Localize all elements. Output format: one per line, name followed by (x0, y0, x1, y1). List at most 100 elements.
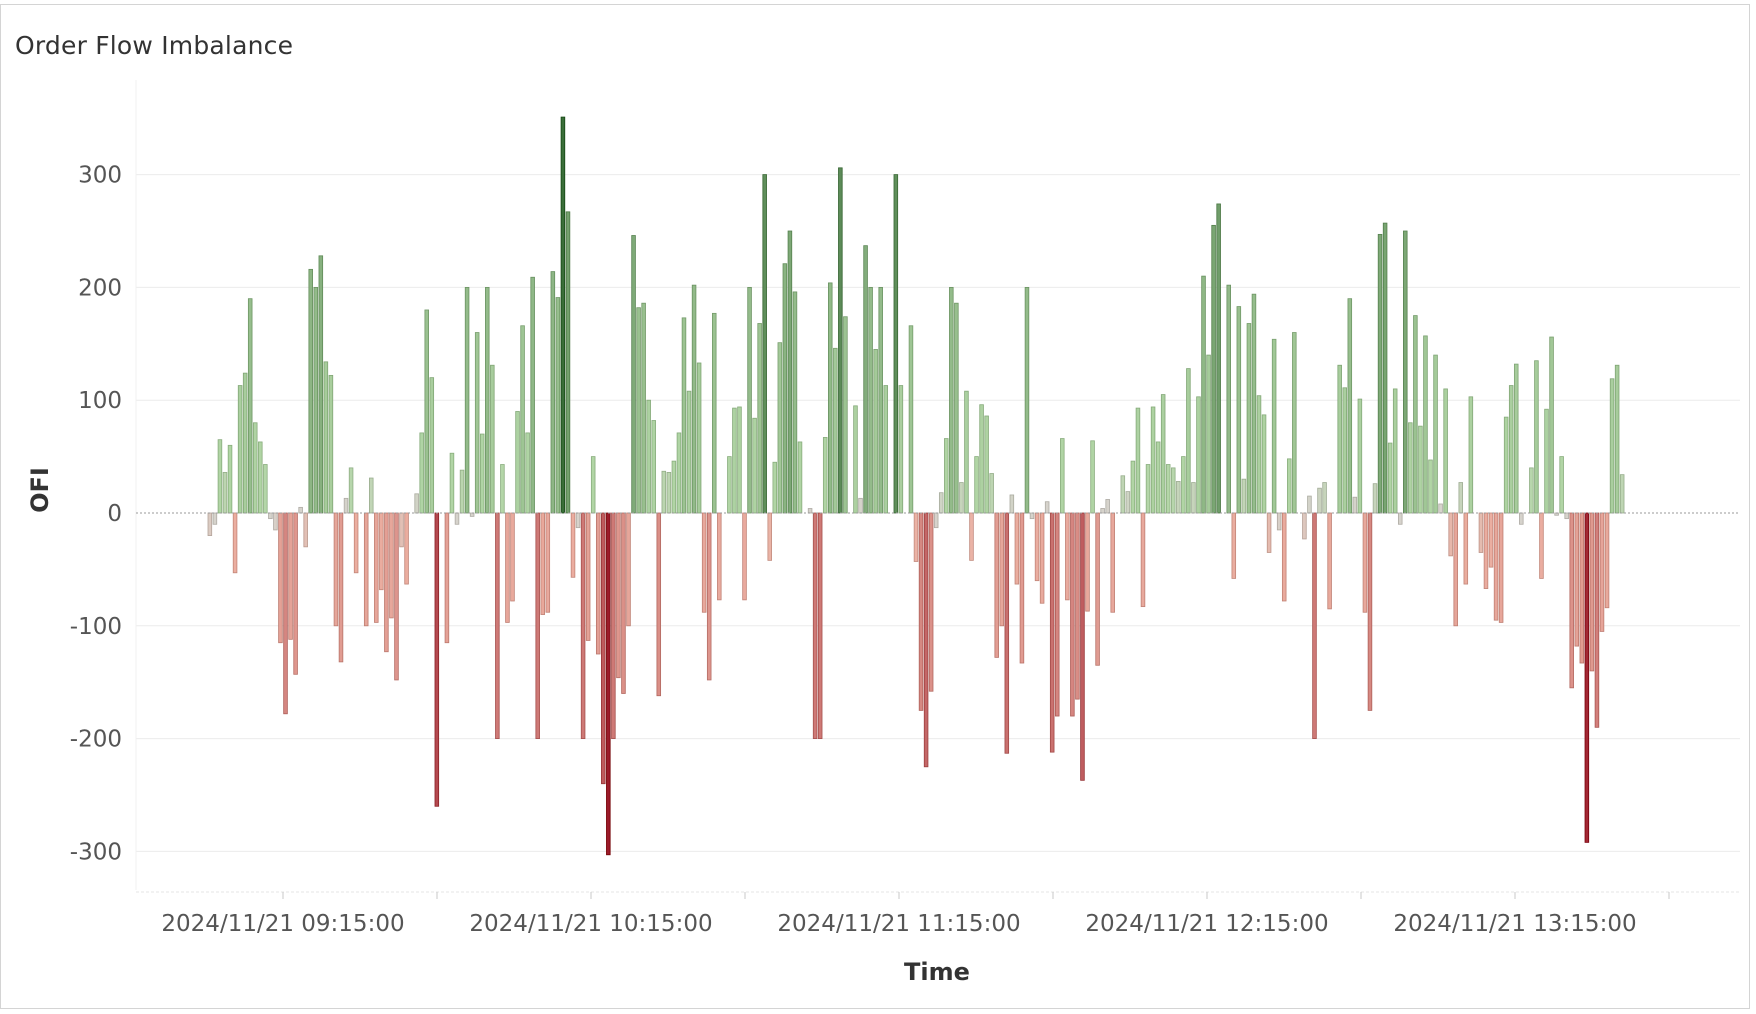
bar (374, 512, 379, 623)
bar (1619, 474, 1625, 514)
bar (757, 323, 762, 514)
x-axis-title: Time (904, 958, 970, 986)
bar (1387, 442, 1393, 514)
bar (1529, 467, 1534, 514)
bar (712, 312, 717, 514)
bar (747, 286, 752, 514)
bar (1196, 396, 1201, 514)
bar (1145, 464, 1151, 514)
bar (944, 438, 949, 514)
bar (787, 230, 793, 514)
bar (797, 441, 803, 514)
bar (1392, 388, 1398, 514)
bar (923, 512, 929, 768)
bar (1352, 496, 1358, 514)
bar (1559, 456, 1564, 514)
bar (258, 441, 263, 514)
bar (1478, 512, 1484, 553)
bar (1236, 306, 1242, 514)
bar (268, 512, 273, 520)
bar (621, 512, 626, 694)
bar (278, 512, 283, 644)
bar (651, 420, 656, 514)
bar (1120, 475, 1126, 514)
bar (1100, 508, 1105, 514)
chart-title: Order Flow Imbalance (15, 31, 294, 60)
bar (878, 286, 883, 514)
bar (762, 174, 767, 514)
bar (1337, 364, 1342, 514)
bar (1342, 387, 1348, 514)
bar (1226, 284, 1231, 514)
bar (459, 469, 465, 514)
bar (1458, 482, 1464, 514)
bar (515, 411, 520, 514)
bar (742, 512, 747, 601)
bar (969, 512, 974, 561)
bar (1609, 378, 1615, 514)
bar (601, 512, 606, 785)
bar (328, 374, 334, 514)
bar (288, 512, 293, 640)
y-tick-label: -300 (70, 839, 122, 865)
bar (1367, 512, 1373, 711)
bar (1105, 499, 1110, 514)
bar (293, 512, 298, 675)
bar (379, 512, 384, 591)
bar (1594, 512, 1600, 728)
bar (928, 512, 934, 692)
bar (843, 316, 848, 514)
bar (1155, 441, 1161, 514)
bar (1428, 459, 1433, 514)
bar (908, 325, 914, 514)
bar (585, 512, 591, 641)
bar (979, 404, 984, 514)
bar (444, 512, 450, 644)
bar (1312, 512, 1317, 740)
bar (1508, 385, 1514, 514)
bar (918, 512, 924, 711)
bar (1403, 230, 1408, 514)
bar (1070, 512, 1075, 717)
bar (1307, 495, 1312, 514)
bar (1075, 512, 1080, 700)
bar (1448, 512, 1453, 557)
bar (1513, 363, 1519, 514)
bar (580, 512, 586, 740)
bar (1241, 478, 1247, 514)
bar (812, 512, 818, 740)
bar (1322, 482, 1327, 514)
bar (833, 347, 838, 514)
bar (873, 349, 878, 514)
bar (1054, 512, 1060, 717)
bar (641, 302, 646, 514)
bar (1292, 332, 1297, 514)
bar (1080, 512, 1085, 781)
bar (363, 512, 369, 627)
bar (1599, 512, 1605, 632)
bar (404, 512, 409, 585)
bar (1191, 482, 1196, 514)
bar (1418, 425, 1423, 514)
bar (510, 512, 515, 602)
bar (242, 372, 248, 514)
bar (232, 512, 238, 574)
bar (1357, 398, 1363, 514)
bar (1024, 286, 1030, 514)
bar (883, 385, 888, 514)
bar (217, 439, 223, 514)
bar (686, 390, 692, 514)
bar (419, 432, 424, 514)
bar (1498, 512, 1504, 623)
bar (1060, 438, 1065, 514)
bar (1266, 512, 1272, 553)
bar (595, 512, 601, 655)
bar (1584, 512, 1590, 843)
bar (767, 512, 772, 561)
bar (984, 415, 989, 514)
bar (772, 461, 778, 514)
bar (464, 286, 470, 514)
bar (560, 116, 566, 514)
bar (323, 361, 329, 514)
